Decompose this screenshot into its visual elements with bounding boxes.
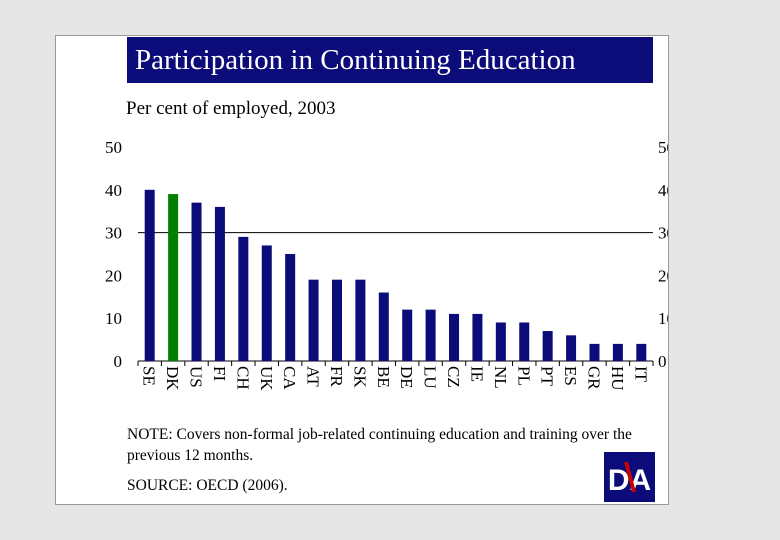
bar-ca	[285, 254, 296, 361]
x-tick-label-fr: FR	[327, 366, 346, 387]
x-tick-label-us: US	[187, 366, 206, 388]
bar-sk	[355, 279, 366, 361]
bar-es	[566, 335, 577, 361]
note-text: NOTE: Covers non-formal job-related cont…	[127, 426, 632, 464]
bar-de	[402, 309, 413, 361]
bar-it	[636, 343, 647, 361]
logo-slash-mark	[624, 462, 636, 492]
bar-nl	[495, 322, 506, 361]
source-text: SOURCE: OECD (2006).	[127, 477, 288, 494]
bar-cz	[449, 313, 460, 361]
y-tick-label-left: 30	[105, 224, 122, 243]
bar-fr	[331, 279, 342, 361]
bar-gr	[589, 343, 600, 361]
y-tick-label-left: 50	[105, 138, 122, 157]
y-tick-label-left: 0	[114, 352, 123, 371]
bar-at	[308, 279, 319, 361]
bar-us	[191, 202, 202, 361]
y-tick-label-right: 10	[658, 309, 668, 328]
x-tick-label-pl: PL	[514, 366, 533, 386]
bar-be	[378, 292, 389, 361]
x-tick-label-uk: UK	[257, 366, 276, 391]
y-tick-label-left: 10	[105, 309, 122, 328]
da-logo-icon: DA	[604, 452, 655, 502]
y-tick-label-right: 50	[658, 138, 668, 157]
bar-pt	[542, 331, 553, 361]
y-tick-label-right: 0	[658, 352, 667, 371]
x-tick-label-hu: HU	[608, 366, 627, 391]
x-tick-label-ie: IE	[467, 366, 486, 382]
bar-uk	[261, 245, 272, 361]
bar-dk	[168, 194, 179, 361]
x-tick-label-gr: GR	[584, 366, 603, 390]
x-tick-label-dk: DK	[163, 366, 182, 391]
slide: Participation in Continuing Education Pe…	[55, 35, 669, 505]
chart-title: Participation in Continuing Education	[127, 37, 653, 83]
x-tick-label-at: AT	[304, 366, 323, 387]
x-tick-label-lu: LU	[421, 366, 440, 389]
bar-pl	[519, 322, 530, 361]
x-tick-label-se: SE	[140, 366, 159, 386]
chart-subtitle: Per cent of employed, 2003	[126, 98, 336, 119]
x-tick-label-es: ES	[561, 366, 580, 386]
y-tick-label-left: 40	[105, 181, 122, 200]
x-tick-label-sk: SK	[350, 366, 369, 388]
x-tick-label-cz: CZ	[444, 366, 463, 388]
y-tick-label-left: 20	[105, 266, 122, 285]
y-tick-label-right: 40	[658, 181, 668, 200]
y-tick-label-right: 20	[658, 266, 668, 285]
x-tick-label-fi: FI	[210, 366, 229, 381]
bar-ie	[472, 313, 483, 361]
bar-se	[144, 189, 155, 361]
bar-fi	[214, 206, 225, 361]
x-tick-label-nl: NL	[491, 366, 510, 389]
bar-ch	[238, 236, 249, 361]
x-tick-label-be: BE	[374, 366, 393, 388]
x-tick-label-de: DE	[397, 366, 416, 389]
y-tick-label-right: 30	[658, 224, 668, 243]
x-tick-label-ca: CA	[280, 366, 299, 390]
bar-hu	[612, 343, 623, 361]
x-tick-label-ch: CH	[233, 366, 252, 390]
x-tick-label-pt: PT	[538, 366, 557, 386]
bar-lu	[425, 309, 436, 361]
x-tick-label-it: IT	[631, 366, 650, 383]
